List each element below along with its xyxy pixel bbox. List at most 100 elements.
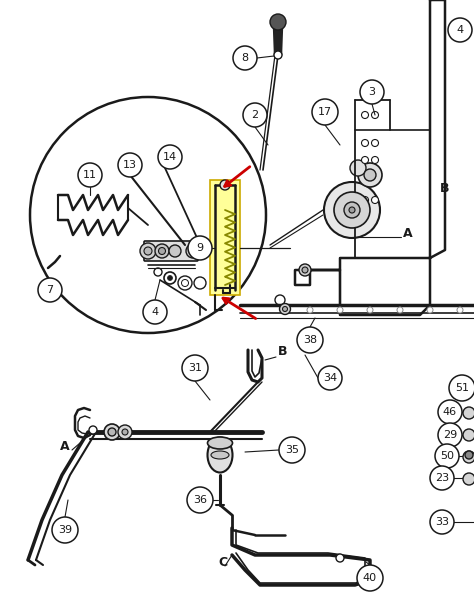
Circle shape	[140, 243, 156, 259]
Circle shape	[430, 510, 454, 534]
Text: 40: 40	[363, 573, 377, 583]
Circle shape	[318, 366, 342, 390]
Circle shape	[78, 163, 102, 187]
Circle shape	[155, 244, 169, 258]
Circle shape	[448, 18, 472, 42]
Circle shape	[38, 278, 62, 302]
Circle shape	[274, 51, 282, 59]
Circle shape	[372, 139, 379, 146]
Text: 8: 8	[241, 53, 248, 63]
Circle shape	[158, 145, 182, 169]
Circle shape	[463, 473, 474, 485]
Circle shape	[312, 99, 338, 125]
Text: 51: 51	[455, 383, 469, 393]
Circle shape	[283, 307, 288, 311]
Circle shape	[297, 327, 323, 353]
Text: A: A	[403, 227, 413, 240]
Text: 29: 29	[443, 430, 457, 440]
Circle shape	[143, 300, 167, 324]
Circle shape	[362, 111, 368, 119]
Text: A: A	[60, 440, 70, 453]
Circle shape	[372, 157, 379, 164]
Circle shape	[435, 444, 459, 468]
Ellipse shape	[211, 451, 229, 459]
Circle shape	[52, 517, 78, 543]
Ellipse shape	[208, 437, 233, 449]
Circle shape	[89, 426, 97, 434]
Circle shape	[362, 139, 368, 146]
FancyBboxPatch shape	[210, 180, 240, 295]
Circle shape	[169, 245, 181, 257]
Circle shape	[243, 103, 267, 127]
Circle shape	[154, 268, 162, 276]
Circle shape	[463, 407, 474, 419]
Circle shape	[430, 466, 454, 490]
Text: 36: 36	[193, 495, 207, 505]
Text: 33: 33	[435, 517, 449, 527]
Circle shape	[358, 163, 382, 187]
Circle shape	[324, 182, 380, 238]
Text: 46: 46	[443, 407, 457, 417]
Circle shape	[362, 157, 368, 164]
Circle shape	[164, 272, 176, 284]
Circle shape	[188, 236, 212, 260]
Circle shape	[275, 295, 285, 305]
Circle shape	[463, 451, 474, 463]
Circle shape	[158, 247, 165, 254]
Circle shape	[190, 247, 197, 254]
Text: 3: 3	[368, 87, 375, 97]
Circle shape	[349, 207, 355, 213]
Circle shape	[463, 429, 474, 441]
Circle shape	[182, 279, 189, 286]
Text: 9: 9	[196, 243, 203, 253]
Text: 34: 34	[323, 373, 337, 383]
Circle shape	[118, 153, 142, 177]
Text: B: B	[440, 182, 449, 195]
Circle shape	[194, 277, 206, 289]
Circle shape	[178, 276, 192, 290]
Circle shape	[187, 487, 213, 513]
Circle shape	[362, 196, 368, 203]
Text: 14: 14	[163, 152, 177, 162]
Circle shape	[167, 276, 173, 280]
Circle shape	[372, 111, 379, 119]
Text: 11: 11	[83, 170, 97, 180]
Circle shape	[299, 264, 311, 276]
Circle shape	[457, 307, 463, 313]
Circle shape	[367, 307, 373, 313]
Text: 4: 4	[151, 307, 159, 317]
Circle shape	[438, 423, 462, 447]
Text: C: C	[218, 556, 227, 569]
Circle shape	[360, 80, 384, 104]
Ellipse shape	[208, 438, 233, 473]
Text: 38: 38	[303, 335, 317, 345]
Circle shape	[144, 247, 152, 255]
Circle shape	[302, 267, 308, 273]
FancyBboxPatch shape	[144, 241, 198, 261]
Text: 17: 17	[318, 107, 332, 117]
Circle shape	[186, 244, 200, 258]
Circle shape	[122, 429, 128, 435]
Text: 31: 31	[188, 363, 202, 373]
Circle shape	[336, 554, 344, 562]
Circle shape	[438, 400, 462, 424]
Circle shape	[280, 304, 291, 314]
Text: 23: 23	[435, 473, 449, 483]
Circle shape	[465, 451, 473, 459]
Circle shape	[449, 375, 474, 401]
Text: 2: 2	[251, 110, 258, 120]
Circle shape	[337, 307, 343, 313]
Circle shape	[364, 169, 376, 181]
Circle shape	[30, 97, 266, 333]
Circle shape	[220, 180, 230, 190]
Circle shape	[350, 160, 366, 176]
Circle shape	[279, 437, 305, 463]
Text: B: B	[278, 345, 288, 358]
Circle shape	[108, 428, 116, 436]
Circle shape	[270, 14, 286, 30]
Circle shape	[427, 307, 433, 313]
Text: 35: 35	[285, 445, 299, 455]
Text: 39: 39	[58, 525, 72, 535]
Circle shape	[397, 307, 403, 313]
Circle shape	[104, 424, 120, 440]
